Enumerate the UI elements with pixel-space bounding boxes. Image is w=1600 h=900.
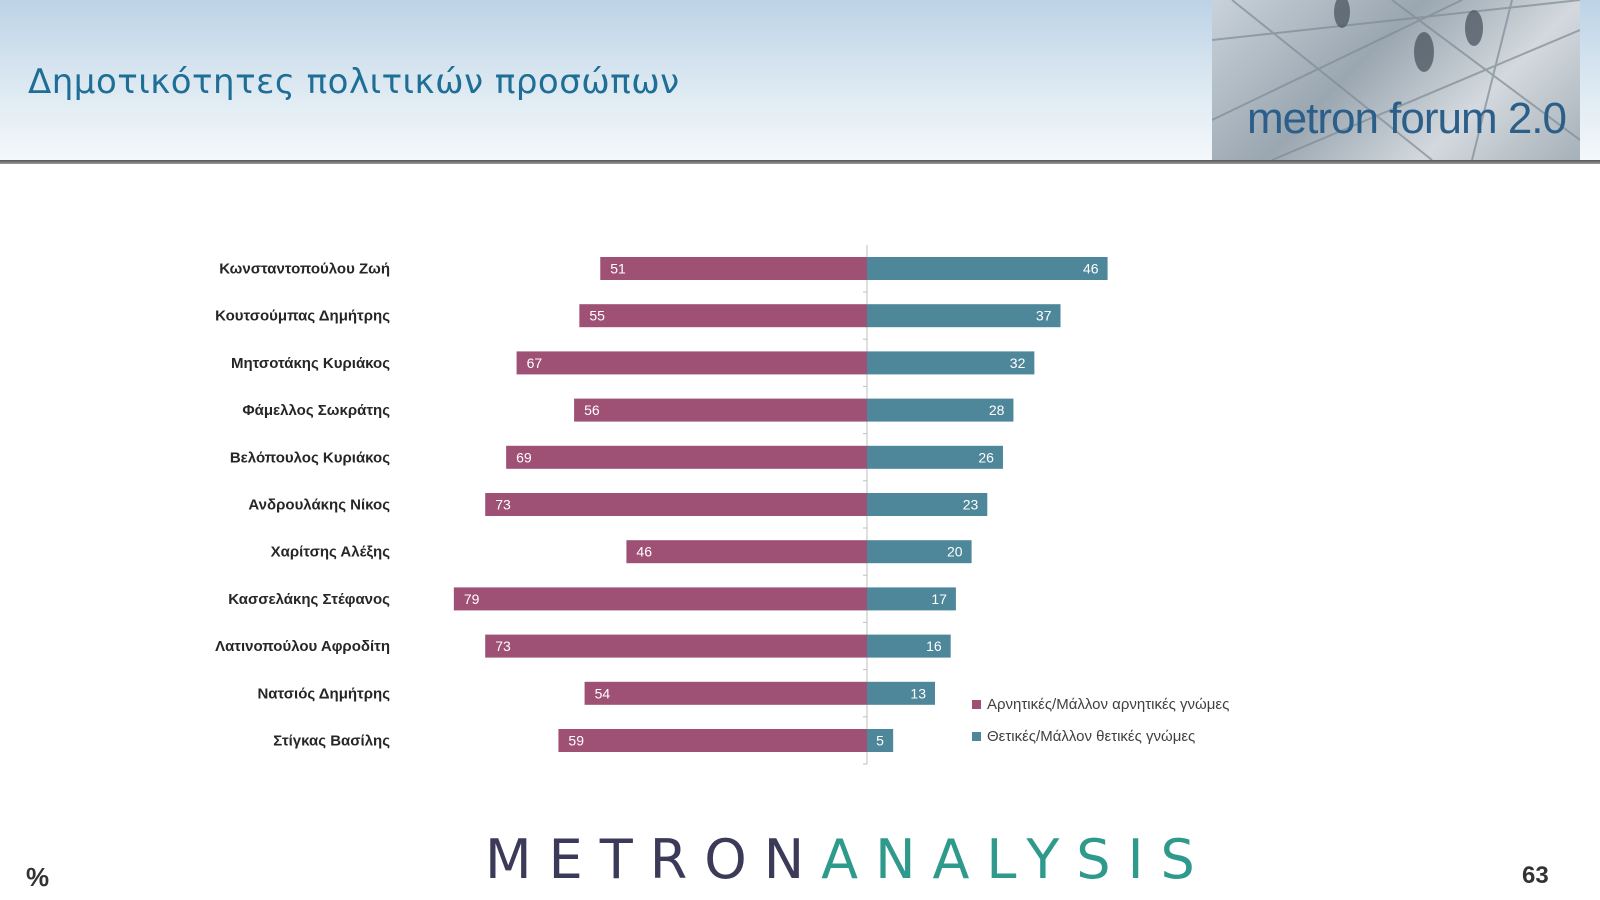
- bar-negative: [485, 493, 867, 516]
- category-label: Μητσοτάκης Κυριάκος: [231, 355, 390, 372]
- header-divider: [0, 160, 1600, 164]
- category-label: Βελόπουλος Κυριάκος: [230, 449, 390, 466]
- category-label: Λατινοπούλου Αφροδίτη: [215, 638, 390, 655]
- category-label: Νατσιός Δημήτρης: [257, 685, 390, 702]
- data-label-negative: 73: [495, 638, 511, 654]
- legend-swatch: [972, 700, 981, 709]
- brand-image: metron forum 2.0: [1212, 0, 1580, 160]
- bar-positive: [867, 540, 972, 564]
- page-number: 63: [1522, 862, 1549, 889]
- data-label-negative: 51: [610, 261, 626, 277]
- bar-positive: [867, 257, 1108, 280]
- data-label-positive: 17: [931, 591, 947, 607]
- category-label: Κωνσταντοπούλου Ζωή: [219, 261, 390, 278]
- category-label: Στίγκας Βασίλης: [273, 733, 390, 750]
- bar-positive: [867, 398, 1014, 422]
- bar-positive: [867, 493, 988, 516]
- data-label-positive: 46: [1083, 261, 1099, 277]
- bar-positive: [867, 634, 951, 658]
- bar-positive: [867, 351, 1035, 375]
- data-label-negative: 54: [595, 685, 611, 701]
- data-label-positive: 32: [1010, 355, 1026, 371]
- category-label: Ανδρουλάκης Νίκος: [248, 497, 390, 514]
- legend-swatch: [972, 732, 981, 741]
- metron-analysis-logo: METRONANALYSIS: [485, 828, 1212, 891]
- bar-positive: [867, 587, 956, 611]
- diverging-bar-chart: Κωνσταντοπούλου Ζωή 51 46 Κουτσούμπας Δημήτ…: [215, 245, 1229, 765]
- data-label-positive: 5: [876, 733, 884, 749]
- bar-negative: [453, 587, 867, 611]
- bar-negative: [584, 681, 867, 705]
- data-label-positive: 16: [926, 638, 942, 654]
- data-label-positive: 23: [963, 497, 979, 513]
- bar-negative: [574, 398, 867, 422]
- bar-negative: [516, 351, 867, 375]
- data-label-negative: 79: [464, 591, 480, 607]
- bar-positive: [867, 729, 894, 752]
- data-label-negative: 67: [527, 355, 543, 371]
- category-label: Χαρίτσης Αλέξης: [271, 544, 391, 561]
- data-label-positive: 20: [947, 544, 963, 560]
- data-label-negative: 59: [568, 733, 584, 749]
- logo-part-analysis: ANALYSIS: [821, 828, 1212, 891]
- brand-logo-text: metron forum 2.0: [1246, 94, 1567, 143]
- data-label-negative: 55: [589, 308, 605, 324]
- data-label-negative: 69: [516, 449, 532, 465]
- legend-entry: Θετικές/Μάλλον θετικές γνώμες: [987, 728, 1195, 745]
- data-label-negative: 56: [584, 402, 600, 418]
- logo-part-metron: METRON: [485, 828, 822, 891]
- category-label: Κουτσούμπας Δημήτρης: [215, 308, 390, 325]
- bar-negative: [506, 445, 867, 469]
- brand-photo-pattern: [1212, 0, 1580, 160]
- header-banner: Δημοτικότητες πολιτικών προσώπων metron …: [0, 0, 1600, 160]
- bar-negative: [579, 304, 867, 328]
- bar-negative: [485, 634, 867, 658]
- bar-positive: [867, 445, 1003, 469]
- bar-negative: [558, 729, 867, 752]
- data-label-negative: 46: [636, 544, 652, 560]
- chart-panel: Κωνσταντοπούλου Ζωή 51 46 Κουτσούμπας Δημήτ…: [205, 196, 1405, 791]
- bar-negative: [626, 540, 867, 564]
- bar-positive: [867, 681, 935, 705]
- page-title: Δημοτικότητες πολιτικών προσώπων: [28, 62, 680, 102]
- data-label-positive: 28: [989, 402, 1005, 418]
- bar-positive: [867, 304, 1061, 328]
- legend-entry: Αρνητικές/Μάλλον αρνητικές γνώμες: [987, 696, 1229, 713]
- unit-label: %: [26, 862, 50, 892]
- category-label: Κασσελάκης Στέφανος: [228, 591, 390, 608]
- data-label-negative: 73: [495, 497, 511, 513]
- category-label: Φάμελλος Σωκράτης: [242, 402, 390, 419]
- data-label-positive: 37: [1036, 308, 1052, 324]
- data-label-positive: 13: [910, 685, 926, 701]
- data-label-positive: 26: [978, 449, 994, 465]
- bar-negative: [600, 257, 867, 280]
